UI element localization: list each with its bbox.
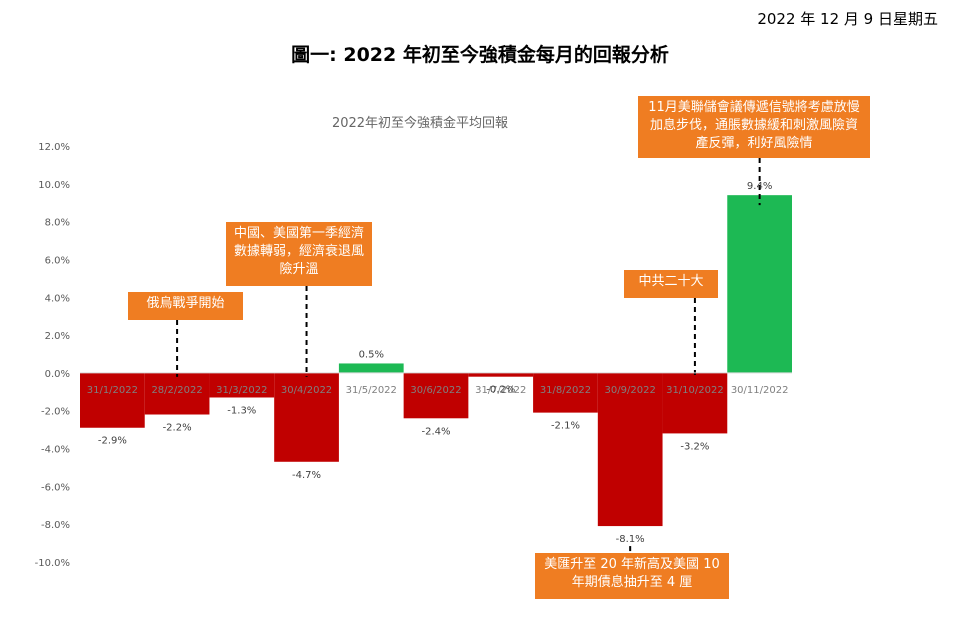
y-tick-label: -8.0% [41,520,70,531]
bar [597,372,663,527]
y-tick-label: -2.0% [41,407,70,418]
x-axis-labels: 31/1/2022 28/2/2022 31/3/2022 30/4/2022 31/5… [87,385,789,396]
callout-box: 俄烏戰爭開始 [128,292,243,320]
data-label: -2.1% [551,421,580,432]
data-label: 9.4% [747,181,772,192]
x-tick-label: 31/1/2022 [87,385,138,396]
bars [80,195,792,527]
data-label: -8.1% [616,534,645,545]
bar [533,372,598,413]
bar [662,372,728,434]
y-tick-label: 4.0% [45,293,70,304]
bar [144,372,210,415]
callout-box: 11月美聯儲會議傳遞信號將考慮放慢加息步伐，通脹數據緩和刺激風險資產反彈，利好風… [638,96,870,158]
bar [338,363,404,373]
callout-box: 中國、美國第一季經濟數據轉弱，經濟衰退風險升溫 [226,222,372,286]
y-axis: -10.0% -8.0% -6.0% -4.0% -2.0% 0.0% 2.0% 4.0% 6.… [35,142,70,569]
callout-box: 中共二十大 [624,270,718,298]
data-label: -2.4% [421,426,450,437]
bar [274,372,339,462]
x-tick-label: 31/3/2022 [216,385,267,396]
callout-leaders [176,158,761,553]
x-tick-label: 31/8/2022 [540,385,591,396]
data-label: -2.9% [98,436,127,447]
x-tick-label: 30/9/2022 [605,385,656,396]
x-tick-label: 31/7/2022 [475,385,526,396]
x-tick-label: 31/5/2022 [346,385,397,396]
chart-title: 2022年初至今強積金平均回報 [332,115,508,131]
value-labels: -2.9% -2.2% -1.3% -4.7% 0.5% -2.4% -0.2% -2.1% -… [98,181,772,545]
y-tick-label: -10.0% [35,558,70,569]
callout-box: 美匯升至 20 年新高及美國 10 年期債息抽升至 4 厘 [535,553,729,599]
report-date: 2022 年 12 月 9 日星期五 [757,10,938,28]
data-label: 0.5% [359,349,384,360]
data-label: -0.2% [486,385,515,396]
y-tick-label: 2.0% [45,331,70,342]
bar [468,372,534,377]
y-tick-label: -6.0% [41,482,70,493]
x-tick-label: 28/2/2022 [151,385,202,396]
bar [727,195,792,373]
x-tick-label: 30/6/2022 [410,385,461,396]
y-tick-label: 8.0% [45,218,70,229]
y-tick-label: -4.0% [41,445,70,456]
page-title: 圖一: 2022 年初至今強積金每月的回報分析 [291,44,669,66]
bar [209,372,275,398]
y-tick-label: 6.0% [45,255,70,266]
data-label: -3.2% [680,441,709,452]
data-label: -2.2% [163,423,192,434]
y-tick-label: 0.0% [45,369,70,380]
x-tick-label: 30/11/2022 [731,385,789,396]
bar [80,372,145,428]
data-label: -1.3% [227,405,256,416]
bar [403,372,469,419]
data-label: -4.7% [292,470,321,481]
x-tick-label: 30/4/2022 [281,385,332,396]
y-tick-label: 12.0% [38,142,70,153]
y-tick-label: 10.0% [38,180,70,191]
x-tick-label: 31/10/2022 [666,385,724,396]
